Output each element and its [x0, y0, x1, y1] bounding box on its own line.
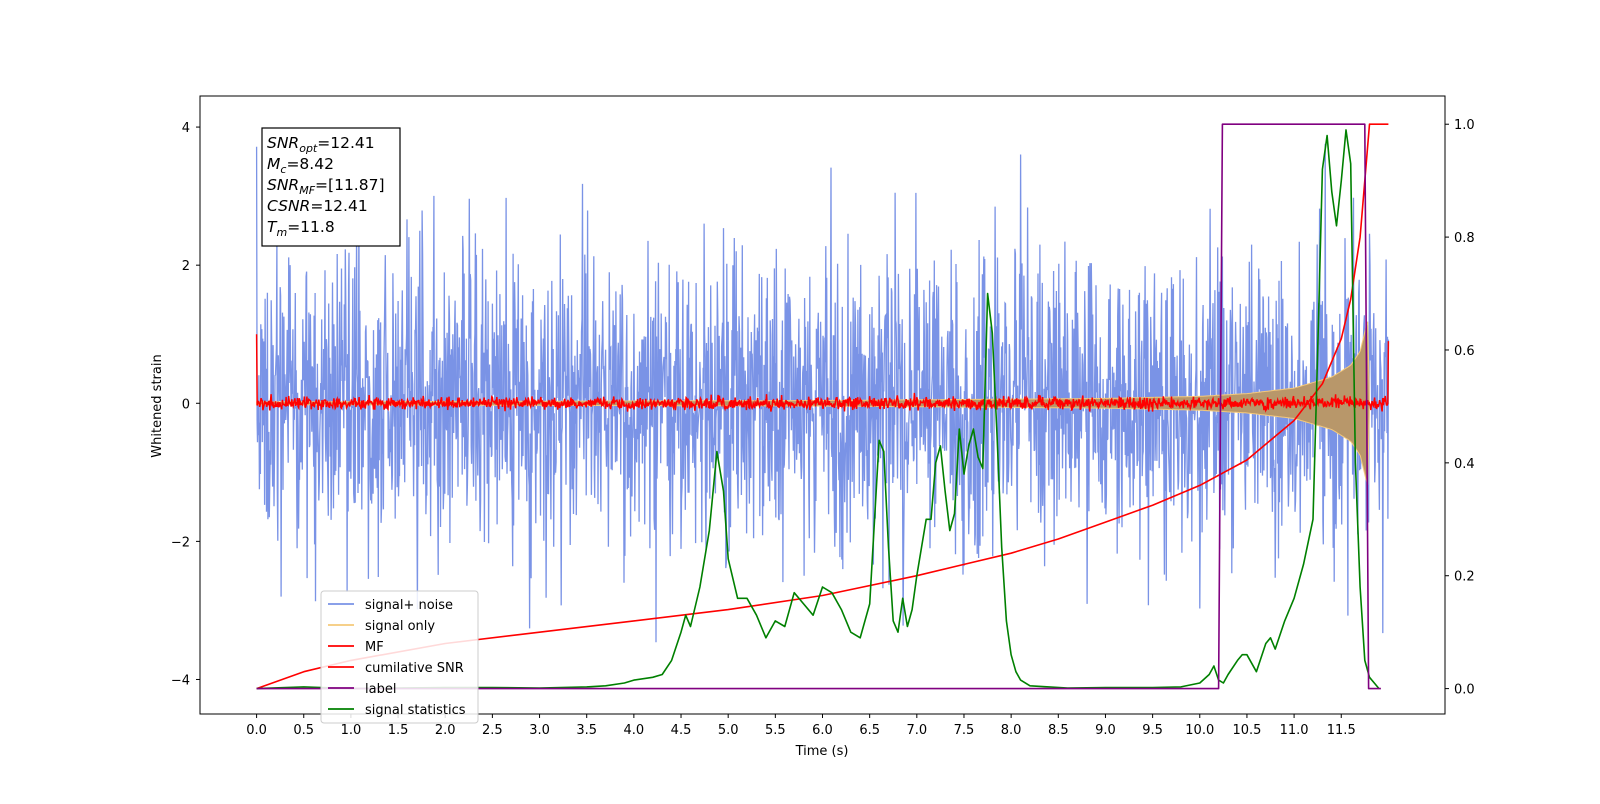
x-tick-label: 8.5 [1048, 723, 1069, 738]
x-tick-label: 10.5 [1232, 723, 1261, 738]
legend-label: cumilative SNR [365, 661, 464, 676]
x-tick-label: 11.5 [1327, 723, 1356, 738]
x-tick-label: 2.5 [482, 723, 503, 738]
x-tick-label: 3.5 [576, 723, 597, 738]
annotation-line: SNRopt=12.41 [267, 134, 375, 155]
legend-frame [320, 590, 479, 724]
series-signal-noise-line [255, 143, 1390, 643]
tick-layer: 0.0 0.5 1.0 1.5 2.0 2.5 3.0 3.5 4.0 4.5 5.0 5.5 6.0 6… [171, 118, 1475, 738]
x-tick-label: 5.0 [718, 723, 739, 738]
plot-area [255, 123, 1390, 690]
annotation-line: Tm=11.8 [267, 218, 335, 239]
y-right-tick-label: 0.6 [1454, 344, 1475, 359]
y-left-tick-label: −2 [171, 535, 190, 550]
y-right-tick-label: 0.4 [1454, 457, 1475, 472]
annotation-line: Mc=8.42 [267, 155, 334, 176]
x-tick-label: 3.0 [529, 723, 550, 738]
x-tick-label: 5.5 [765, 723, 786, 738]
x-tick-label: 6.5 [859, 723, 880, 738]
series-label-line [256, 123, 1381, 690]
annotation-line: CSNR=12.41 [267, 197, 368, 215]
y-left-tick-label: −4 [171, 673, 190, 688]
x-tick-label: 4.0 [624, 723, 645, 738]
x-tick-label: 2.0 [435, 723, 456, 738]
x-tick-label: 9.5 [1142, 723, 1163, 738]
x-tick-label: 1.5 [388, 723, 409, 738]
legend-label: signal+ noise [365, 598, 453, 613]
x-axis-label: Time (s) [795, 744, 849, 759]
annotation-frame [261, 127, 401, 247]
x-tick-label: 1.0 [341, 723, 362, 738]
x-tick-label: 0.5 [293, 723, 314, 738]
series-mf-line [255, 334, 1390, 413]
series-signal-statistics-line [256, 129, 1380, 690]
legend-label: label [365, 682, 396, 697]
y-left-tick-label: 0 [182, 397, 190, 412]
x-tick-label: 7.5 [954, 723, 975, 738]
legend: signal+ noise signal only MF cumilative SNR… [320, 590, 479, 724]
x-tick-label: 7.0 [906, 723, 927, 738]
x-tick-label: 4.5 [671, 723, 692, 738]
legend-label: signal only [365, 619, 435, 634]
y-left-tick-label: 4 [182, 121, 190, 136]
y-left-tick-label: 2 [182, 259, 190, 274]
x-tick-label: 10.0 [1185, 723, 1214, 738]
y-right-tick-label: 0.8 [1454, 231, 1475, 246]
legend-label: signal statistics [365, 703, 466, 718]
x-tick-label: 11.0 [1280, 723, 1309, 738]
x-tick-label: 8.0 [1001, 723, 1022, 738]
legend-label: MF [365, 640, 384, 655]
x-tick-label: 6.0 [812, 723, 833, 738]
y-right-tick-label: 0.0 [1454, 683, 1475, 698]
annotation-line: SNRMF=[11.87] [267, 176, 385, 197]
annotation-box: SNRopt=12.41Mc=8.42SNRMF=[11.87]CSNR=12.… [261, 127, 401, 247]
y-axis-label: Whitened strain [150, 354, 165, 457]
y-right-tick-label: 1.0 [1454, 118, 1475, 133]
x-tick-label: 0.0 [246, 723, 267, 738]
y-right-tick-label: 0.2 [1454, 570, 1475, 585]
x-tick-label: 9.0 [1095, 723, 1116, 738]
